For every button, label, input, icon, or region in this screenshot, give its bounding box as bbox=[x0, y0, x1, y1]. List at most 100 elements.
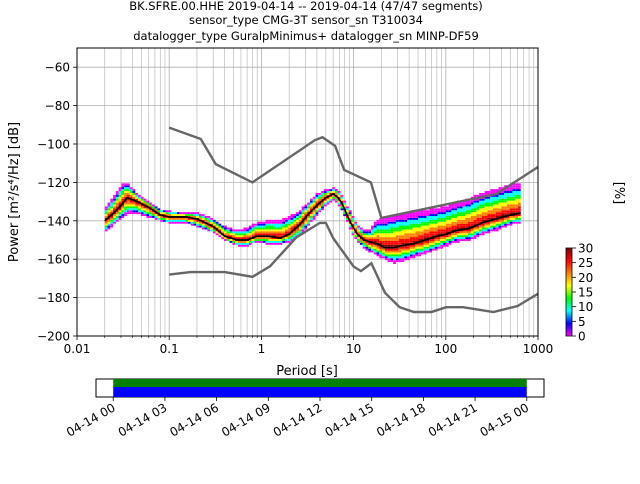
pdf-cell bbox=[265, 233, 269, 236]
pdf-cell bbox=[282, 229, 286, 232]
pdf-cell bbox=[207, 216, 211, 218]
pdf-cell bbox=[315, 198, 319, 201]
pdf-cell bbox=[113, 200, 116, 203]
pdf-cell bbox=[149, 202, 152, 205]
pdf-cell bbox=[193, 216, 197, 218]
pdf-cell bbox=[121, 200, 125, 203]
pdf-cell bbox=[307, 221, 310, 224]
pdf-cell bbox=[448, 214, 452, 216]
pdf-cell bbox=[476, 200, 480, 203]
pdf-cell bbox=[434, 240, 438, 243]
pdf-cell bbox=[229, 231, 233, 234]
pdf-cell bbox=[404, 233, 408, 236]
pdf-cell bbox=[296, 217, 299, 220]
pdf-cell bbox=[326, 191, 330, 193]
pdf-cell bbox=[515, 216, 518, 218]
pdf-cell bbox=[476, 217, 480, 220]
pdf-cell bbox=[476, 206, 480, 209]
pdf-cell bbox=[262, 231, 266, 234]
pdf-cell bbox=[104, 206, 108, 209]
pdf-cell bbox=[398, 254, 402, 257]
pdf-cell bbox=[490, 208, 494, 211]
pdf-cell bbox=[432, 223, 435, 226]
pdf-cell bbox=[476, 227, 480, 230]
pdf-cell bbox=[418, 210, 421, 213]
pdf-cell bbox=[237, 244, 241, 247]
pdf-cell bbox=[107, 204, 111, 207]
pdf-cell bbox=[357, 229, 360, 232]
pdf-cell bbox=[115, 191, 119, 193]
pdf-cell bbox=[287, 240, 291, 243]
pdf-cell bbox=[432, 214, 435, 216]
pdf-cell bbox=[276, 233, 280, 236]
pdf-cell bbox=[415, 250, 419, 253]
pdf-cell bbox=[434, 248, 438, 251]
pdf-cell bbox=[107, 225, 111, 228]
pdf-cell bbox=[107, 227, 111, 230]
pdf-cell bbox=[401, 237, 405, 240]
pdf-cell bbox=[379, 248, 383, 251]
pdf-cell bbox=[126, 206, 130, 209]
pdf-cell bbox=[113, 214, 116, 216]
pdf-cell bbox=[273, 233, 277, 236]
pdf-cell bbox=[404, 219, 408, 222]
pdf-cell bbox=[218, 223, 222, 226]
pdf-cell bbox=[193, 219, 197, 222]
pdf-cell bbox=[268, 240, 272, 243]
pdf-cell bbox=[498, 210, 502, 213]
pdf-cell bbox=[418, 214, 421, 216]
pdf-cell bbox=[162, 210, 166, 213]
pdf-cell bbox=[473, 214, 477, 216]
pdf-cell bbox=[282, 223, 286, 226]
pdf-cell bbox=[473, 200, 477, 203]
pdf-cell bbox=[318, 206, 322, 209]
coverage-tick-label: 04-14 03 bbox=[116, 400, 170, 439]
pdf-cell bbox=[509, 194, 513, 197]
pdf-cell bbox=[420, 219, 424, 222]
pdf-cell bbox=[226, 229, 230, 232]
pdf-cell bbox=[104, 214, 108, 216]
pdf-cell bbox=[287, 225, 291, 228]
pdf-cell bbox=[418, 233, 421, 236]
pdf-cell bbox=[470, 229, 474, 232]
pdf-cell bbox=[407, 240, 410, 243]
pdf-cell bbox=[265, 219, 269, 222]
pdf-cell bbox=[290, 223, 294, 226]
pdf-cell bbox=[254, 239, 258, 241]
pdf-cell bbox=[235, 237, 238, 240]
pdf-cell bbox=[509, 208, 513, 211]
pdf-cell bbox=[512, 183, 516, 186]
pdf-cell bbox=[423, 216, 427, 218]
pdf-cell bbox=[293, 217, 297, 220]
pdf-cell bbox=[379, 246, 383, 249]
pdf-cell bbox=[456, 202, 460, 205]
pdf-cell bbox=[429, 210, 433, 213]
pdf-cell bbox=[185, 214, 188, 216]
pdf-cell bbox=[126, 183, 130, 186]
pdf-cell bbox=[398, 250, 402, 253]
pdf-cell bbox=[351, 233, 355, 236]
pdf-cell bbox=[445, 227, 449, 230]
pdf-cell bbox=[104, 212, 108, 215]
pdf-cell bbox=[470, 227, 474, 230]
pdf-cell bbox=[487, 204, 491, 207]
pdf-cell bbox=[215, 231, 219, 234]
pdf-cell bbox=[432, 240, 435, 243]
pdf-cell bbox=[115, 210, 119, 213]
pdf-cell bbox=[307, 204, 310, 207]
pdf-cell bbox=[395, 244, 399, 247]
pdf-cell bbox=[107, 214, 111, 216]
pdf-cell bbox=[224, 225, 227, 228]
pdf-cell bbox=[113, 202, 116, 205]
pdf-cell bbox=[357, 231, 360, 234]
pdf-cell bbox=[251, 227, 255, 230]
pdf-cell bbox=[479, 212, 482, 215]
pdf-cell bbox=[118, 187, 122, 190]
pdf-cell bbox=[407, 256, 410, 259]
pdf-cell bbox=[401, 219, 405, 222]
pdf-cell bbox=[495, 194, 499, 197]
pdf-cell bbox=[243, 233, 247, 236]
pdf-cell bbox=[506, 212, 510, 215]
pdf-cell bbox=[451, 212, 455, 215]
pdf-cell bbox=[384, 221, 388, 224]
